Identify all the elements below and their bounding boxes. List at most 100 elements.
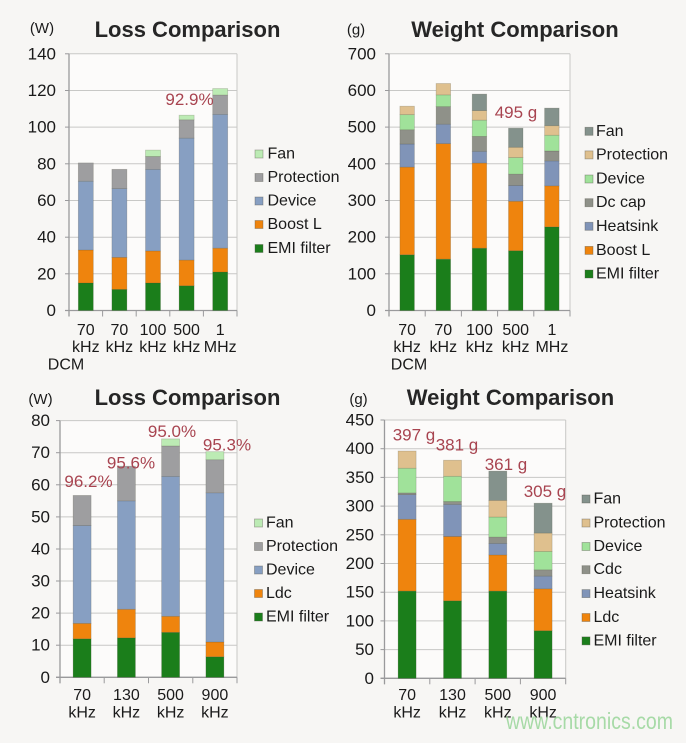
svg-text:500: 500 [348, 118, 376, 137]
svg-text:100: 100 [28, 118, 56, 137]
svg-text:50: 50 [31, 507, 50, 526]
svg-text:1: 1 [547, 322, 556, 339]
svg-text:EMI filter: EMI filter [266, 609, 330, 626]
svg-text:kHz: kHz [173, 339, 201, 356]
svg-text:95.6%: 95.6% [107, 454, 155, 473]
svg-text:kHz: kHz [106, 339, 134, 356]
svg-text:500: 500 [484, 687, 511, 704]
svg-text:www.cntronics.com: www.cntronics.com [505, 708, 673, 734]
svg-text:96.2%: 96.2% [64, 472, 112, 491]
svg-text:200: 200 [348, 228, 376, 247]
svg-text:500: 500 [157, 687, 184, 704]
svg-text:120: 120 [28, 81, 56, 100]
svg-text:EMI filter: EMI filter [594, 632, 658, 649]
svg-text:20: 20 [31, 604, 50, 623]
svg-text:Device: Device [268, 193, 317, 210]
svg-text:Heatsink: Heatsink [594, 585, 657, 602]
svg-text:Fan: Fan [596, 123, 624, 140]
svg-text:397 g: 397 g [393, 426, 436, 445]
svg-text:400: 400 [346, 439, 374, 458]
svg-text:100: 100 [348, 264, 376, 283]
svg-text:350: 350 [346, 468, 374, 487]
svg-text:70: 70 [31, 443, 50, 462]
svg-text:Boost L: Boost L [596, 242, 650, 259]
svg-text:60: 60 [31, 475, 50, 494]
svg-text:Protection: Protection [268, 169, 340, 186]
svg-text:100: 100 [466, 322, 493, 339]
svg-text:92.9%: 92.9% [165, 90, 213, 109]
svg-text:1: 1 [216, 322, 225, 339]
svg-text:MHz: MHz [204, 339, 237, 356]
svg-text:Protection: Protection [594, 515, 666, 532]
svg-text:Heatsink: Heatsink [596, 218, 659, 235]
svg-text:Ldc: Ldc [266, 585, 292, 602]
svg-text:Boost L: Boost L [268, 216, 322, 233]
svg-text:600: 600 [348, 81, 376, 100]
svg-text:0: 0 [365, 669, 374, 688]
svg-text:kHz: kHz [393, 705, 421, 722]
svg-text:70: 70 [77, 322, 95, 339]
svg-text:70: 70 [398, 322, 416, 339]
svg-text:140: 140 [28, 44, 56, 63]
svg-text:Weight Comparison: Weight Comparison [411, 17, 618, 42]
svg-text:10: 10 [31, 636, 50, 655]
svg-text:(W): (W) [28, 391, 52, 408]
svg-text:kHz: kHz [201, 705, 229, 722]
svg-text:0: 0 [367, 301, 376, 320]
svg-text:kHz: kHz [113, 705, 141, 722]
svg-text:(g): (g) [349, 391, 367, 408]
svg-text:kHz: kHz [157, 705, 185, 722]
svg-text:40: 40 [37, 228, 56, 247]
svg-text:kHz: kHz [430, 339, 458, 356]
svg-text:400: 400 [348, 154, 376, 173]
svg-text:305 g: 305 g [524, 482, 567, 501]
svg-text:(W): (W) [30, 20, 54, 37]
svg-text:70: 70 [73, 687, 91, 704]
svg-text:Fan: Fan [268, 146, 296, 163]
svg-text:kHz: kHz [72, 339, 100, 356]
svg-text:EMI filter: EMI filter [596, 266, 660, 283]
svg-text:60: 60 [37, 191, 56, 210]
svg-text:150: 150 [346, 583, 374, 602]
svg-text:Device: Device [266, 562, 315, 579]
svg-text:30: 30 [31, 572, 50, 591]
svg-text:kHz: kHz [466, 339, 494, 356]
svg-text:kHz: kHz [393, 339, 421, 356]
svg-text:kHz: kHz [68, 705, 96, 722]
svg-text:100: 100 [346, 611, 374, 630]
svg-text:40: 40 [31, 540, 50, 559]
svg-text:0: 0 [41, 668, 50, 687]
svg-text:Protection: Protection [596, 146, 668, 163]
svg-text:500: 500 [502, 322, 529, 339]
svg-text:900: 900 [202, 687, 229, 704]
svg-text:700: 700 [348, 44, 376, 63]
svg-text:kHz: kHz [439, 705, 467, 722]
svg-text:DCM: DCM [391, 357, 427, 374]
svg-text:200: 200 [346, 554, 374, 573]
svg-text:95.3%: 95.3% [203, 436, 251, 455]
svg-text:50: 50 [355, 640, 374, 659]
svg-text:Device: Device [594, 538, 643, 555]
svg-text:kHz: kHz [484, 705, 512, 722]
svg-text:300: 300 [346, 497, 374, 516]
svg-text:20: 20 [37, 264, 56, 283]
svg-text:130: 130 [113, 687, 140, 704]
svg-text:Device: Device [596, 171, 645, 188]
svg-text:kHz: kHz [139, 339, 167, 356]
svg-text:(g): (g) [347, 22, 365, 39]
svg-text:300: 300 [348, 191, 376, 210]
svg-text:Cdc: Cdc [594, 561, 622, 578]
svg-text:95.0%: 95.0% [148, 422, 196, 441]
svg-text:361 g: 361 g [485, 455, 528, 474]
svg-text:381 g: 381 g [436, 436, 479, 455]
svg-text:100: 100 [140, 322, 167, 339]
svg-text:Dc cap: Dc cap [596, 194, 646, 211]
svg-text:Fan: Fan [266, 515, 294, 532]
svg-text:500: 500 [173, 322, 200, 339]
svg-text:80: 80 [37, 154, 56, 173]
svg-text:Loss Comparison: Loss Comparison [95, 385, 281, 410]
svg-text:70: 70 [111, 322, 129, 339]
svg-text:250: 250 [346, 525, 374, 544]
svg-text:kHz: kHz [529, 705, 557, 722]
svg-text:70: 70 [398, 687, 416, 704]
